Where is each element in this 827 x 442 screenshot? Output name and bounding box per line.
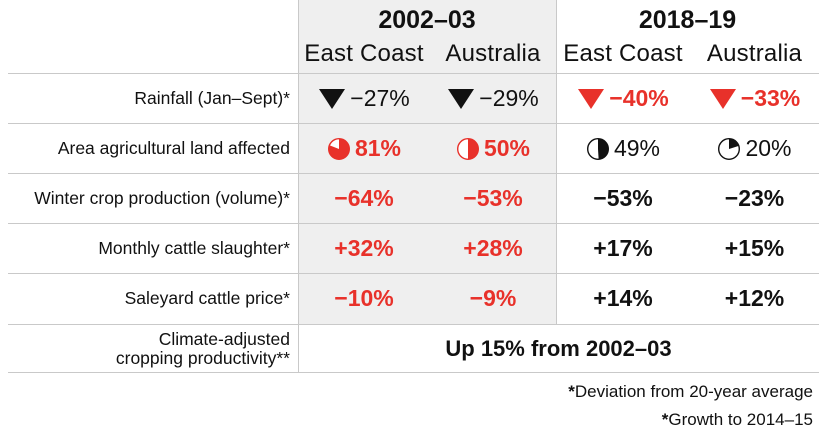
table-cell: −40%	[556, 74, 690, 123]
table-cell: +32%	[298, 224, 430, 273]
footnote-marker: *	[661, 410, 669, 429]
period-2-header: 2018–19	[638, 6, 737, 34]
table-cell: +15%	[690, 224, 819, 273]
cell-value: −23%	[724, 185, 785, 211]
row-divider	[8, 273, 819, 274]
footnote-text: Growth to 2014–15	[668, 410, 813, 429]
table-cell: −53%	[556, 174, 690, 223]
table-cell: 20%	[690, 124, 819, 173]
cell-value: −33%	[740, 85, 801, 111]
column-header: Australia	[706, 40, 803, 67]
header-divider	[298, 0, 299, 372]
period-divider	[556, 0, 557, 324]
down-triangle-icon	[448, 88, 475, 109]
cell-value: −53%	[463, 185, 523, 211]
table-cell: −33%	[690, 74, 819, 123]
cell-value: −29%	[479, 85, 539, 111]
cell-value: 50%	[483, 135, 531, 161]
table-cell: −9%	[430, 274, 556, 323]
cell-value: −27%	[350, 85, 410, 111]
cell-value: −40%	[609, 85, 669, 111]
summary-label-line: cropping productivity**	[115, 348, 290, 368]
row-label: Monthly cattle slaughter*	[98, 238, 290, 258]
footnote: *Deviation from 20-year average	[568, 382, 813, 402]
table-cell: 49%	[556, 124, 690, 173]
column-header: Australia	[445, 40, 541, 67]
cell-value: +12%	[724, 285, 785, 311]
pie-icon	[586, 137, 609, 160]
row-divider	[8, 123, 819, 124]
summary-value: Up 15% from 2002–03	[445, 336, 672, 361]
period-1-shading	[298, 0, 556, 324]
cell-value: +32%	[334, 235, 394, 261]
row-label: Winter crop production (volume)*	[34, 188, 290, 208]
cell-value: −53%	[593, 185, 653, 211]
footnote: *Growth to 2014–15	[662, 410, 813, 430]
row-label: Saleyard cattle price*	[124, 288, 290, 308]
table-cell: +17%	[556, 224, 690, 273]
table-cell: +28%	[430, 224, 556, 273]
table-cell: +14%	[556, 274, 690, 323]
row-label: Area agricultural land affected	[57, 138, 290, 158]
pie-icon	[327, 137, 350, 160]
table-cell: −23%	[690, 174, 819, 223]
cell-value: 81%	[354, 135, 402, 161]
table-cell: 50%	[430, 124, 556, 173]
down-triangle-icon	[709, 88, 736, 109]
cell-value: +28%	[463, 235, 523, 261]
row-label: Rainfall (Jan–Sept)*	[134, 88, 290, 108]
table-cell: −29%	[430, 74, 556, 123]
row-divider	[8, 324, 819, 325]
row-divider	[8, 223, 819, 224]
cell-value: −9%	[469, 285, 517, 311]
period-1-header: 2002–03	[378, 6, 476, 34]
cell-value: 49%	[613, 135, 661, 161]
summary-row-label: Climate-adjusted cropping productivity**	[0, 330, 290, 368]
table-cell: −64%	[298, 174, 430, 223]
column-header: East Coast	[304, 40, 424, 67]
pie-icon	[456, 137, 479, 160]
cell-value: −64%	[334, 185, 394, 211]
down-triangle-icon	[578, 88, 605, 109]
table-cell: 81%	[298, 124, 430, 173]
footnote-text: Deviation from 20-year average	[574, 382, 813, 401]
cell-value: +14%	[593, 285, 653, 311]
cell-value: +17%	[593, 235, 653, 261]
table-cell: +12%	[690, 274, 819, 323]
row-divider	[8, 173, 819, 174]
table-cell: −27%	[298, 74, 430, 123]
summary-label-line: Climate-adjusted	[158, 329, 290, 349]
cell-value: −10%	[334, 285, 394, 311]
table-cell: −53%	[430, 174, 556, 223]
row-divider	[8, 73, 819, 74]
cell-value: 20%	[745, 135, 792, 161]
column-header: East Coast	[563, 40, 683, 67]
table-cell: −10%	[298, 274, 430, 323]
down-triangle-icon	[319, 88, 346, 109]
cell-value: +15%	[724, 235, 785, 261]
row-divider	[8, 372, 819, 373]
footnote-marker: *	[568, 382, 575, 401]
pie-icon	[718, 137, 741, 160]
